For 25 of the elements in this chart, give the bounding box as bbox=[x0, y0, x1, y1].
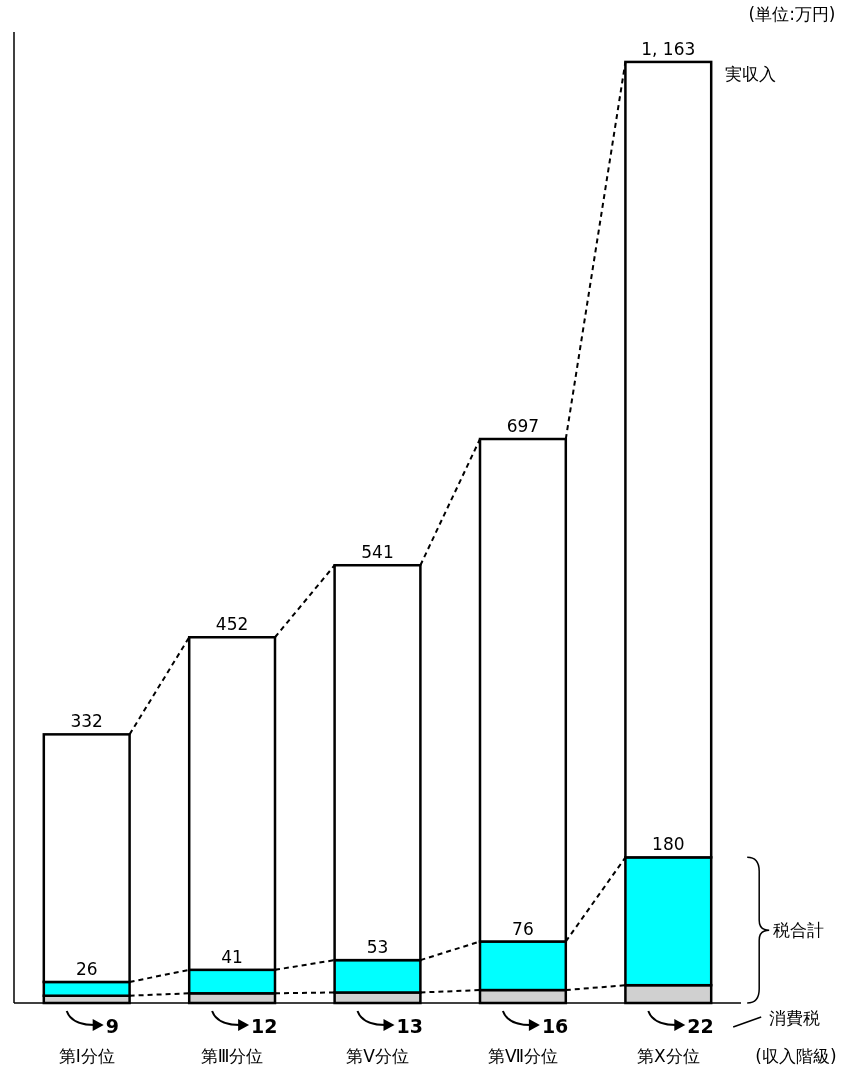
annotation: 180 bbox=[652, 834, 685, 855]
x-tick-label: 第Ⅶ分位 bbox=[487, 1046, 558, 1066]
annotation: 41 bbox=[221, 946, 243, 967]
total-label: 332 bbox=[70, 711, 103, 732]
text: 税合計 bbox=[773, 920, 825, 941]
x-axis-title: (収入階級) bbox=[755, 1046, 837, 1066]
data-label: 22 bbox=[687, 1015, 714, 1037]
x-tick-label: 第Ⅴ分位 bbox=[346, 1046, 409, 1066]
text: (単位:万円) bbox=[748, 4, 836, 24]
data-label: 12 bbox=[251, 1015, 278, 1037]
annotation: 76 bbox=[512, 918, 534, 939]
legend-label: 消費税 bbox=[769, 1008, 821, 1028]
annotation: 26 bbox=[75, 958, 98, 979]
x-tick-label: 第Ⅲ分位 bbox=[200, 1046, 264, 1066]
data-label: 13 bbox=[396, 1015, 423, 1037]
total-label: 697 bbox=[506, 416, 540, 437]
series-label: 実収入 bbox=[725, 63, 777, 84]
total-label: 541 bbox=[361, 542, 394, 563]
data-label: 9 bbox=[105, 1015, 119, 1037]
total-label: 452 bbox=[215, 614, 249, 635]
total-label: 1, 163 bbox=[641, 38, 696, 59]
x-tick-label: 第Ⅹ分位 bbox=[636, 1046, 700, 1066]
annotation: 53 bbox=[366, 937, 389, 958]
x-tick-label: 第Ⅰ分位 bbox=[58, 1046, 115, 1066]
data-label: 16 bbox=[541, 1015, 569, 1037]
